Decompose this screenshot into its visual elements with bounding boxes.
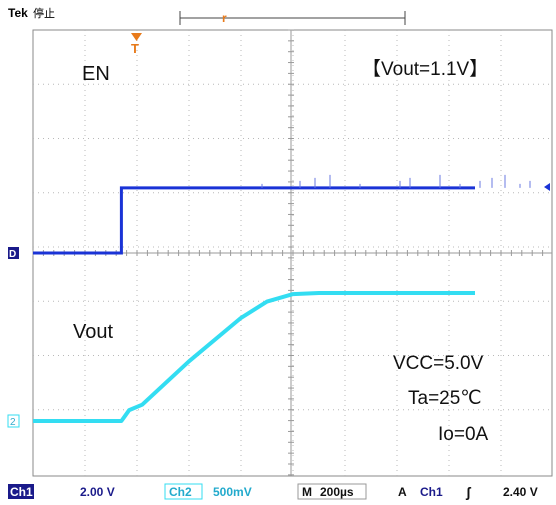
timebase-tag: M [302,485,312,499]
trigger-level-arrow [544,183,550,191]
vcc-condition: VCC=5.0V [393,353,484,374]
trigger-slope-icon: ʃ [465,484,472,500]
ch2-ground-marker[interactable]: 2 [7,414,20,428]
ch1-trace [33,186,475,255]
ch1-noise-spikes [261,174,531,188]
trigger-marker: T [131,33,142,56]
acquisition-state: 停止 [33,6,55,20]
ta-condition: Ta=25℃ [408,388,482,409]
brand-label: Tek [8,6,28,20]
ch2-tag[interactable]: Ch2 [169,485,192,499]
svg-text:2: 2 [10,417,16,428]
io-condition: Io=0A [438,424,489,445]
ch2-scale: 500mV [213,485,252,499]
ch1-tag[interactable]: Ch1 [10,485,33,499]
trigger-level: 2.40 V [503,485,538,499]
ch2-label: Vout [73,321,113,343]
svg-text:T: T [131,41,139,56]
timebase-value: 200µs [320,485,354,499]
trigger-source[interactable]: Ch1 [420,485,443,499]
record-position-bar[interactable]: r [179,11,406,25]
svg-text:D: D [9,249,16,260]
timebase-box[interactable] [297,483,367,500]
ch1-ground-marker[interactable]: D [8,247,19,260]
trigger-mode-tag: A [398,485,407,499]
output-condition-label: 【Vout=1.1V】 [362,58,488,80]
ch2-tag-box[interactable] [164,483,203,500]
ch1-tag-box[interactable] [8,484,34,499]
status-bar: Ch1 2.00 V Ch2 500mV M 200µs A Ch1 ʃ 2.4… [0,478,556,505]
trigger-position-marker: r [222,11,227,25]
ch2-trace [33,291,475,423]
ch1-scale: 2.00 V [80,485,115,499]
ch1-label: EN [82,63,110,85]
